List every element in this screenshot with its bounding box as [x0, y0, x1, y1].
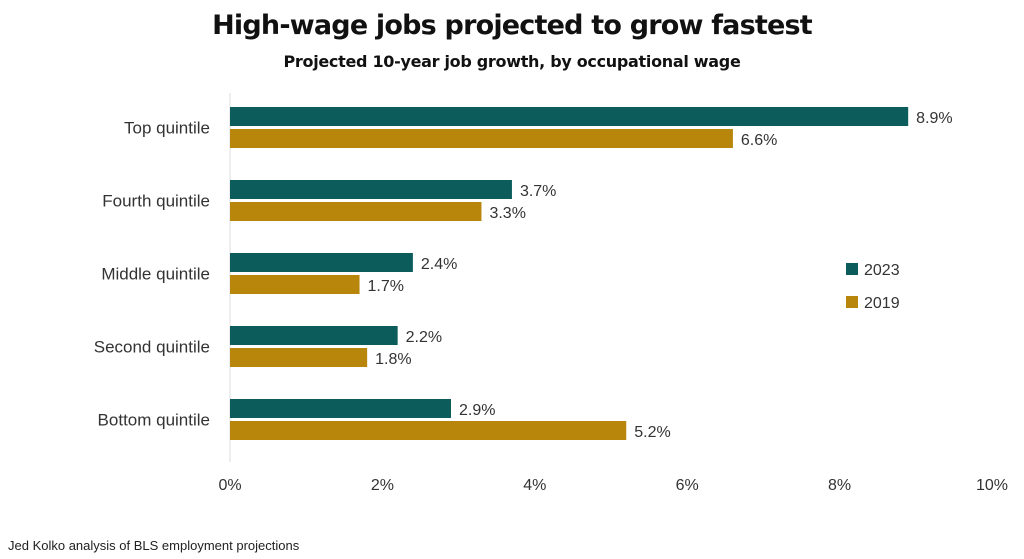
x-axis-ticks: 0% 2% 4% 6% 8% 10%: [218, 477, 1008, 494]
bar-2023-0: [230, 107, 909, 126]
x-tick-label: 8%: [828, 477, 851, 494]
bar-2023-4: [230, 399, 451, 418]
x-tick-label: 6%: [676, 477, 699, 494]
chart-title: High-wage jobs projected to grow fastest: [212, 10, 813, 41]
bar-2019-4: [230, 421, 627, 440]
x-tick-label: 10%: [976, 477, 1008, 494]
legend-swatch-2023: [846, 263, 858, 275]
category-label: Second quintile: [94, 338, 210, 357]
category-label: Top quintile: [124, 119, 210, 138]
bar-2019-1: [230, 202, 482, 221]
data-label: 5.2%: [634, 424, 670, 441]
source-note: Jed Kolko analysis of BLS employment pro…: [8, 538, 300, 553]
bar-2019-2: [230, 275, 360, 294]
bar-2019-0: [230, 129, 733, 148]
x-tick-label: 2%: [371, 477, 394, 494]
x-tick-label: 0%: [218, 477, 241, 494]
data-label: 3.3%: [489, 205, 525, 222]
bar-2023-2: [230, 253, 413, 272]
chart-subtitle: Projected 10-year job growth, by occupat…: [283, 52, 741, 71]
data-label: 2.2%: [406, 329, 442, 346]
legend-swatch-2019: [846, 296, 858, 308]
data-label: 3.7%: [520, 183, 556, 200]
category-label: Fourth quintile: [102, 192, 210, 211]
legend-label-2023: 2023: [864, 262, 900, 279]
data-label: 1.7%: [368, 278, 404, 295]
data-label: 2.4%: [421, 256, 457, 273]
bar-2019-3: [230, 348, 368, 367]
labels-layer: Top quintile 8.9% 6.6% Fourth quintile 3.7% 3…: [94, 110, 953, 441]
legend-label-2019: 2019: [864, 295, 900, 312]
data-label: 2.9%: [459, 402, 495, 419]
data-label: 8.9%: [916, 110, 952, 127]
bar-2023-3: [230, 326, 398, 345]
category-label: Middle quintile: [101, 265, 210, 284]
x-tick-label: 4%: [523, 477, 546, 494]
bar-2023-1: [230, 180, 512, 199]
category-label: Bottom quintile: [98, 411, 210, 430]
bars-layer: [230, 107, 909, 440]
data-label: 1.8%: [375, 351, 411, 368]
data-label: 6.6%: [741, 132, 777, 149]
legend: 2023 2019: [846, 262, 900, 312]
